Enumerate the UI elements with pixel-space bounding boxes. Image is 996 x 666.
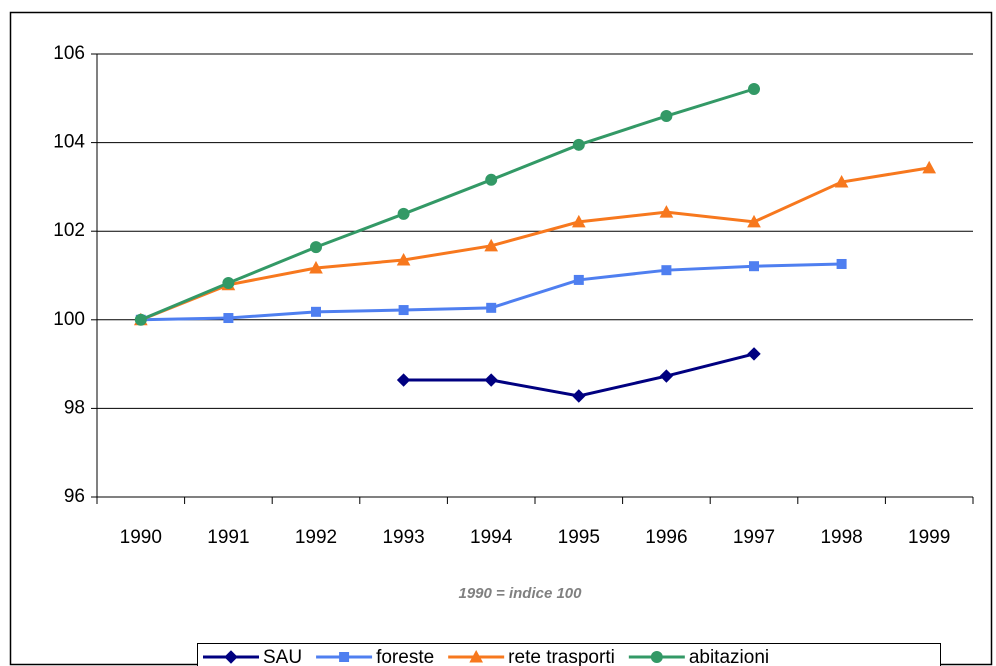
y-tick-label: 100 <box>53 309 85 330</box>
legend-box <box>197 643 941 666</box>
x-tick-label: 1996 <box>645 527 687 548</box>
x-tick-label: 1999 <box>908 527 950 548</box>
x-tick-label: 1994 <box>470 527 513 548</box>
marker <box>469 649 484 663</box>
marker <box>747 214 761 228</box>
x-tick-label: 1998 <box>820 527 862 548</box>
marker <box>749 261 759 272</box>
y-tick-label: 106 <box>53 43 85 64</box>
legend-label: SAU <box>263 647 302 666</box>
series-line <box>140 87 755 322</box>
x-tick-label: 1993 <box>382 527 424 548</box>
marker <box>396 373 411 387</box>
marker <box>222 277 235 290</box>
marker <box>572 389 586 403</box>
x-tick-label: 1990 <box>120 527 162 548</box>
chart-subtitle: 1990 = indice 100 <box>458 585 582 602</box>
y-tick-label: 96 <box>64 486 85 507</box>
marker <box>573 274 584 285</box>
marker <box>134 313 147 326</box>
marker <box>747 347 761 361</box>
x-tick-label: 1991 <box>207 527 249 548</box>
marker <box>397 207 410 220</box>
x-tick-label: 1992 <box>295 527 337 548</box>
marker <box>398 305 409 316</box>
marker <box>659 369 674 383</box>
marker <box>922 160 937 174</box>
marker <box>660 110 673 123</box>
marker <box>484 238 499 252</box>
marker <box>836 258 847 269</box>
legend-label: abitazioni <box>689 647 769 666</box>
x-tick-label: 1997 <box>733 527 775 548</box>
marker <box>650 651 663 663</box>
chart-frame <box>9 11 993 666</box>
y-tick-label: 102 <box>53 220 85 241</box>
marker <box>310 241 322 254</box>
marker <box>572 138 585 151</box>
marker <box>661 265 672 276</box>
series-line <box>140 166 930 322</box>
legend-label: rete trasporti <box>508 647 615 666</box>
marker <box>396 252 411 266</box>
marker <box>834 174 849 188</box>
marker <box>659 205 674 218</box>
marker <box>486 302 497 313</box>
marker <box>223 313 234 324</box>
marker <box>309 260 323 274</box>
marker <box>224 650 238 664</box>
x-tick-label: 1995 <box>558 527 600 548</box>
marker <box>311 306 321 317</box>
marker <box>748 82 760 95</box>
marker <box>571 214 586 228</box>
marker <box>339 652 350 662</box>
y-tick-label: 104 <box>53 132 85 153</box>
marker <box>484 373 498 387</box>
legend-label: foreste <box>376 647 434 666</box>
marker <box>485 173 498 186</box>
y-tick-label: 98 <box>64 397 85 418</box>
